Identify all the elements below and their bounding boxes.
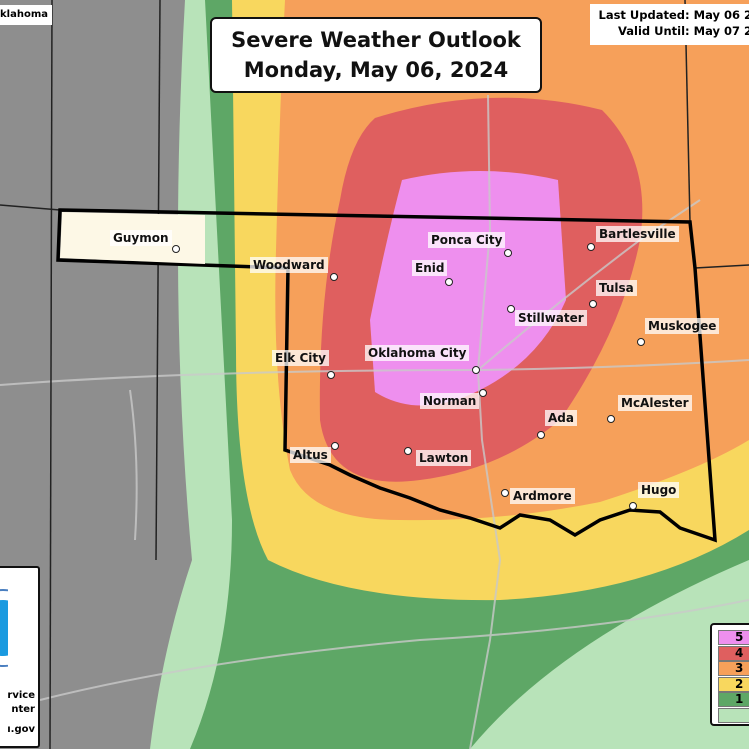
city-dot [172, 245, 180, 253]
update-box: Last Updated: May 06 2 Valid Until: May … [590, 4, 749, 45]
city-dot [607, 415, 615, 423]
state-label-text: klahoma [0, 9, 48, 20]
city-label: Stillwater [515, 310, 587, 326]
logo-line-1: rvice [7, 690, 35, 701]
city-label: Enid [412, 260, 448, 276]
city-dot [327, 371, 335, 379]
state-label: klahoma [0, 5, 52, 25]
city-dot [445, 278, 453, 286]
city-dot [501, 489, 509, 497]
city-dot [330, 273, 338, 281]
city-label: Norman [420, 393, 480, 409]
city-dot [472, 366, 480, 374]
noaa-logo-icon [0, 589, 8, 667]
city-label: Oklahoma City [365, 345, 470, 361]
city-dot [637, 338, 645, 346]
city-dot [404, 447, 412, 455]
legend-item-4: 4 [718, 645, 749, 661]
city-label: Muskogee [645, 318, 720, 334]
legend-item-2: 2 [718, 676, 749, 692]
city-label: Hugo [638, 482, 680, 498]
city-label: Altus [290, 447, 331, 463]
general-area-se [470, 560, 749, 749]
city-dot [331, 442, 339, 450]
city-label: McAlester [618, 395, 692, 411]
city-dot [504, 249, 512, 257]
city-dot [479, 389, 487, 397]
city-dot [507, 305, 515, 313]
title: Severe Weather Outlook [231, 28, 521, 52]
city-dot [537, 431, 545, 439]
city-label: Bartlesville [596, 226, 679, 242]
roads [0, 94, 749, 749]
logo-box: rvice nter ı.gov [0, 566, 40, 748]
title-box: Severe Weather Outlook Monday, May 06, 2… [210, 17, 542, 93]
city-label: Ponca City [428, 232, 506, 248]
city-label: Elk City [272, 350, 329, 366]
city-dot [587, 243, 595, 251]
valid-until: Valid Until: May 07 2 [617, 24, 749, 38]
legend-item-5: 5 [718, 630, 749, 645]
logo-line-3: ı.gov [7, 724, 35, 735]
city-dot [629, 502, 637, 510]
legend-item-0 [718, 707, 749, 723]
city-label: Lawton [416, 450, 472, 466]
legend-item-3: 3 [718, 661, 749, 676]
city-label: Guymon [110, 230, 172, 246]
city-label: Tulsa [596, 280, 637, 296]
city-label: Woodward [250, 257, 328, 273]
no-risk-area [0, 0, 192, 749]
city-dot [589, 300, 597, 308]
city-label: Ada [545, 410, 577, 426]
city-label: Ardmore [510, 488, 575, 504]
logo-line-2: nter [11, 704, 35, 715]
legend-item-1: 1 [718, 692, 749, 707]
last-updated: Last Updated: May 06 2 [598, 8, 749, 22]
date: Monday, May 06, 2024 [243, 58, 509, 82]
